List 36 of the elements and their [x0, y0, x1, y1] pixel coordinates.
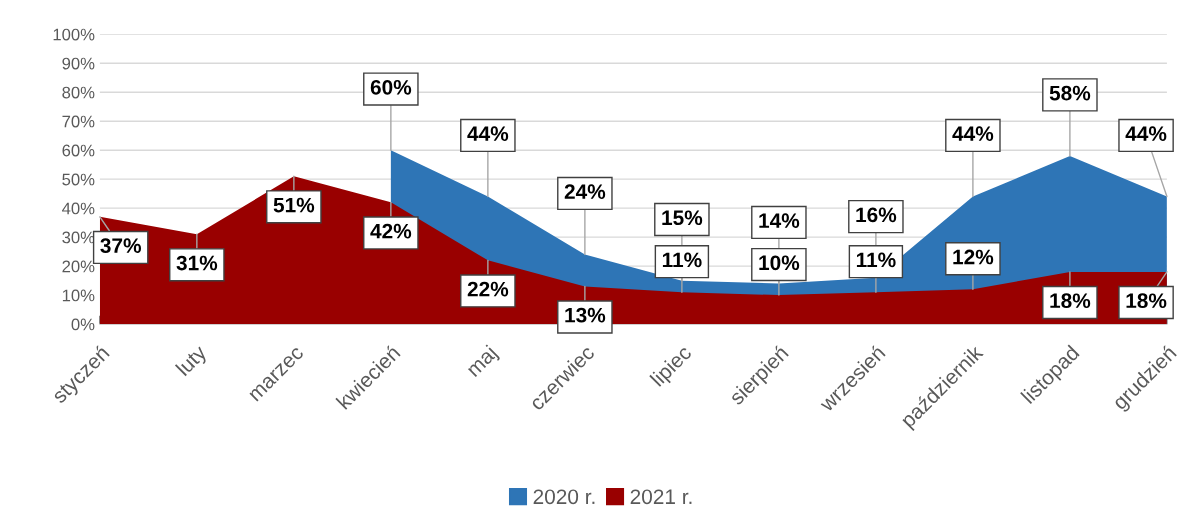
data-label: 51% — [273, 197, 315, 213]
data-label: 24% — [564, 184, 606, 199]
data-label: 44% — [1125, 126, 1167, 142]
y-tick-label: 70% — [62, 115, 95, 128]
y-tick-label: 0% — [71, 318, 95, 331]
data-label: 10% — [759, 255, 800, 271]
data-label: 13% — [565, 307, 606, 323]
data-label: 18% — [1126, 293, 1167, 309]
y-tick-label: 50% — [62, 173, 95, 186]
y-tick-label: 30% — [62, 231, 95, 244]
legend-label: 2021 r. — [630, 489, 692, 505]
x-tick-label: maj — [465, 344, 501, 381]
data-label: 14% — [759, 213, 800, 228]
y-tick-label: 20% — [62, 260, 95, 273]
data-label: 16% — [856, 207, 897, 223]
y-tick-label: 60% — [62, 144, 95, 157]
data-label: 15% — [662, 210, 703, 226]
legend-label: 2020 r. — [533, 489, 595, 505]
data-label: 37% — [100, 238, 141, 254]
x-tick-label: luty — [174, 343, 211, 380]
data-label: 22% — [467, 281, 509, 297]
data-label: 42% — [370, 223, 412, 239]
data-label: 11% — [662, 252, 702, 268]
data-label: 44% — [467, 126, 509, 142]
y-tick-label: 100% — [53, 28, 95, 41]
data-label: 31% — [176, 255, 218, 271]
data-label: 58% — [1049, 85, 1091, 101]
data-label: 11% — [856, 252, 896, 268]
y-tick-label: 90% — [62, 57, 95, 70]
data-label: 12% — [953, 249, 994, 265]
y-tick-label: 10% — [62, 289, 95, 302]
y-tick-label: 80% — [62, 86, 95, 99]
data-label: 18% — [1050, 293, 1091, 309]
data-label: 44% — [952, 126, 994, 142]
data-label: 60% — [370, 79, 412, 95]
y-tick-label: 40% — [62, 202, 95, 215]
